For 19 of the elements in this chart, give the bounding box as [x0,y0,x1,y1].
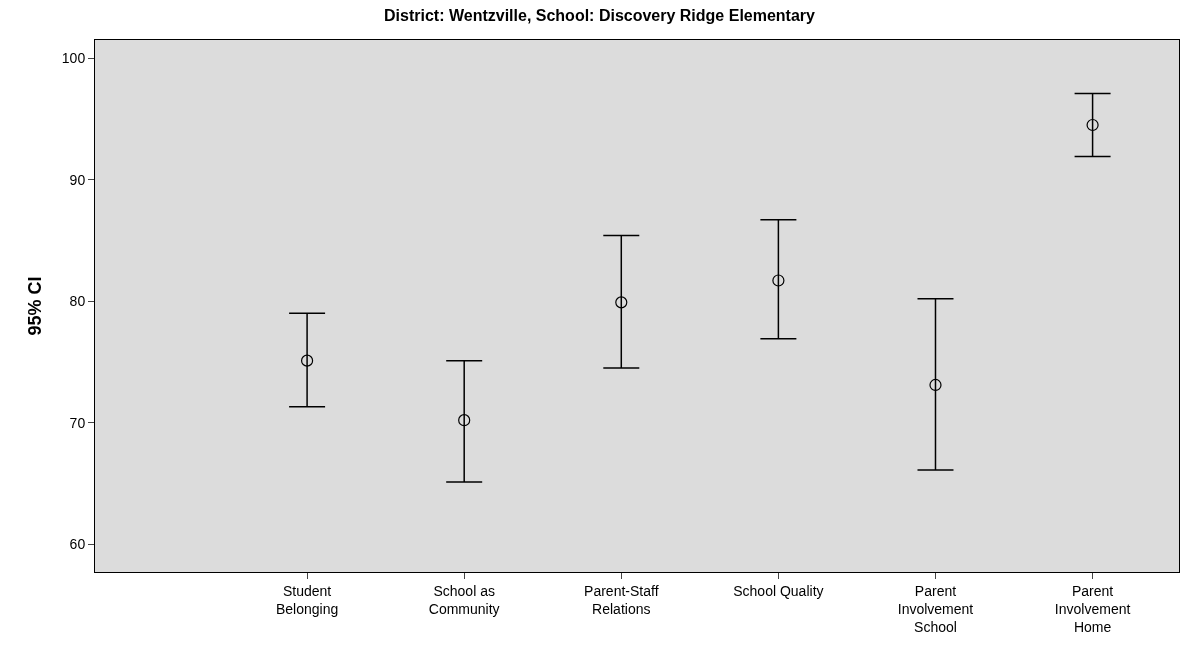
y-tick-label: 100 [61,50,86,67]
point [615,296,628,309]
x-tick-label: Parent Involvement Home [1054,582,1131,636]
x-tick-label: Parent Involvement School [897,582,974,636]
x-tick-label: School as Community [428,582,500,617]
y-tick-label: 70 [69,414,86,431]
point [458,414,471,427]
point [1086,118,1099,132]
y-tick-label: 60 [69,535,86,552]
y-tick-label: 80 [69,293,86,310]
point [772,274,785,287]
y-axis-title: 95% CI [25,276,46,336]
y-tick-label: 90 [69,171,86,188]
x-tick-label: Student Belonging [275,582,339,617]
point [300,354,314,367]
x-tick-label: Parent-Staff Relations [584,582,659,617]
chart-title: District: Wentzville, School: Discovery Ridge Elementary [384,7,816,25]
point [929,378,942,392]
x-tick-label: School Quality [733,582,824,599]
